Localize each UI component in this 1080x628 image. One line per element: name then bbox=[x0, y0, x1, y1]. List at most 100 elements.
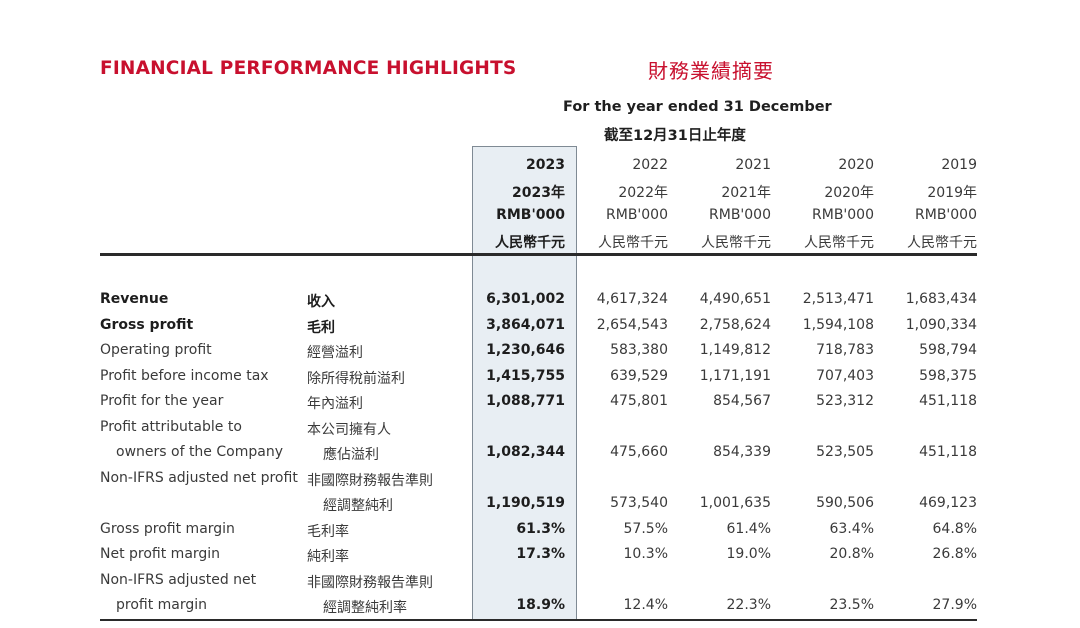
table-cell-2019: 451,118 bbox=[919, 444, 977, 460]
row-label-en: Revenue bbox=[100, 291, 169, 307]
row-label-zh: 非國際財務報告準則 bbox=[307, 473, 433, 489]
table-cell-2022: 57.5% bbox=[623, 521, 668, 537]
table-cell-2019: 1,683,434 bbox=[905, 291, 977, 307]
table-cell-2020: 523,505 bbox=[816, 444, 874, 460]
row-label-en-cont: profit margin bbox=[116, 597, 208, 613]
column-header-year-zh: 2019年 bbox=[927, 185, 977, 201]
column-header-year-zh: 2020年 bbox=[824, 185, 874, 201]
column-header-unit: RMB'000 bbox=[709, 207, 771, 223]
table-cell-2023: 1,190,519 bbox=[486, 495, 565, 511]
table-cell-2019: 1,090,334 bbox=[905, 317, 977, 333]
table-cell-2021: 854,339 bbox=[713, 444, 771, 460]
table-cell-2020: 523,312 bbox=[816, 393, 874, 409]
table-cell-2020: 718,783 bbox=[816, 342, 874, 358]
table-cell-2023: 3,864,071 bbox=[486, 317, 565, 333]
table-cell-2023: 17.3% bbox=[516, 546, 565, 562]
table-cell-2019: 598,375 bbox=[919, 368, 977, 384]
table-cell-2022: 475,801 bbox=[610, 393, 668, 409]
highlight-column-2023 bbox=[472, 146, 577, 621]
table-cell-2023: 1,088,771 bbox=[486, 393, 565, 409]
row-label-zh-cont: 經調整純利率 bbox=[323, 600, 407, 616]
table-cell-2022: 12.4% bbox=[623, 597, 668, 613]
table-cell-2021: 4,490,651 bbox=[699, 291, 771, 307]
row-label-en: Net profit margin bbox=[100, 546, 221, 562]
row-label-zh-cont: 經調整純利 bbox=[323, 498, 393, 514]
column-header-year: 2020 bbox=[838, 157, 874, 173]
column-header-year: 2022 bbox=[632, 157, 668, 173]
row-label-en-cont: owners of the Company bbox=[116, 444, 283, 460]
row-label-zh: 年內溢利 bbox=[307, 396, 363, 412]
column-header-unit: RMB'000 bbox=[496, 207, 565, 223]
page-title-zh: 財務業績摘要 bbox=[648, 59, 774, 83]
page-title-en: FINANCIAL PERFORMANCE HIGHLIGHTS bbox=[100, 58, 517, 79]
column-header-year: 2023 bbox=[526, 157, 565, 173]
column-header-unit: RMB'000 bbox=[915, 207, 977, 223]
table-cell-2023: 1,415,755 bbox=[486, 368, 565, 384]
period-label-en: For the year ended 31 December bbox=[563, 99, 832, 115]
row-label-en: Operating profit bbox=[100, 342, 212, 358]
table-cell-2021: 2,758,624 bbox=[699, 317, 771, 333]
row-label-en: Gross profit bbox=[100, 317, 194, 333]
table-cell-2019: 26.8% bbox=[932, 546, 977, 562]
table-cell-2020: 23.5% bbox=[829, 597, 874, 613]
row-label-en: Profit attributable to bbox=[100, 419, 242, 435]
row-label-en: Non-IFRS adjusted net profit bbox=[100, 470, 298, 486]
table-cell-2019: 598,794 bbox=[919, 342, 977, 358]
row-label-zh: 非國際財務報告準則 bbox=[307, 575, 433, 591]
table-cell-2021: 1,171,191 bbox=[699, 368, 771, 384]
table-cell-2021: 22.3% bbox=[726, 597, 771, 613]
column-header-year: 2019 bbox=[941, 157, 977, 173]
row-label-zh: 純利率 bbox=[307, 549, 349, 565]
row-label-zh: 本公司擁有人 bbox=[307, 422, 391, 438]
column-header-unit-zh: 人民幣千元 bbox=[701, 235, 771, 251]
table-cell-2020: 20.8% bbox=[829, 546, 874, 562]
column-header-unit: RMB'000 bbox=[606, 207, 668, 223]
column-header-year-zh: 2022年 bbox=[618, 185, 668, 201]
row-label-en: Profit for the year bbox=[100, 393, 224, 409]
table-cell-2023: 61.3% bbox=[516, 521, 565, 537]
column-header-unit-zh: 人民幣千元 bbox=[495, 235, 565, 251]
table-cell-2023: 1,230,646 bbox=[486, 342, 565, 358]
table-cell-2020: 707,403 bbox=[816, 368, 874, 384]
table-cell-2022: 4,617,324 bbox=[596, 291, 668, 307]
table-cell-2019: 27.9% bbox=[932, 597, 977, 613]
row-label-zh: 收入 bbox=[307, 294, 335, 310]
footer-rule bbox=[100, 619, 977, 621]
row-label-zh: 毛利 bbox=[307, 320, 335, 336]
table-cell-2023: 6,301,002 bbox=[486, 291, 565, 307]
table-cell-2019: 451,118 bbox=[919, 393, 977, 409]
table-cell-2021: 1,001,635 bbox=[699, 495, 771, 511]
table-cell-2022: 10.3% bbox=[623, 546, 668, 562]
row-label-en: Profit before income tax bbox=[100, 368, 269, 384]
table-cell-2022: 475,660 bbox=[610, 444, 668, 460]
table-cell-2022: 583,380 bbox=[610, 342, 668, 358]
table-cell-2020: 1,594,108 bbox=[802, 317, 874, 333]
table-cell-2023: 18.9% bbox=[516, 597, 565, 613]
table-cell-2023: 1,082,344 bbox=[486, 444, 565, 460]
table-cell-2020: 2,513,471 bbox=[802, 291, 874, 307]
table-cell-2021: 61.4% bbox=[726, 521, 771, 537]
table-cell-2021: 854,567 bbox=[713, 393, 771, 409]
table-cell-2019: 469,123 bbox=[919, 495, 977, 511]
table-cell-2021: 19.0% bbox=[726, 546, 771, 562]
row-label-zh: 經營溢利 bbox=[307, 345, 363, 361]
table-cell-2022: 639,529 bbox=[610, 368, 668, 384]
column-header-unit-zh: 人民幣千元 bbox=[804, 235, 874, 251]
period-label-zh: 截至12月31日止年度 bbox=[604, 128, 746, 144]
table-cell-2019: 64.8% bbox=[932, 521, 977, 537]
column-header-unit-zh: 人民幣千元 bbox=[598, 235, 668, 251]
column-header-unit: RMB'000 bbox=[812, 207, 874, 223]
table-cell-2020: 63.4% bbox=[829, 521, 874, 537]
table-cell-2022: 573,540 bbox=[610, 495, 668, 511]
row-label-en: Non-IFRS adjusted net bbox=[100, 572, 257, 588]
table-cell-2021: 1,149,812 bbox=[699, 342, 771, 358]
row-label-zh: 毛利率 bbox=[307, 524, 349, 540]
row-label-zh: 除所得稅前溢利 bbox=[307, 371, 405, 387]
row-label-zh-cont: 應佔溢利 bbox=[323, 447, 379, 463]
table-cell-2022: 2,654,543 bbox=[596, 317, 668, 333]
column-header-year-zh: 2021年 bbox=[721, 185, 771, 201]
column-header-year-zh: 2023年 bbox=[512, 185, 565, 201]
column-header-year: 2021 bbox=[735, 157, 771, 173]
column-header-unit-zh: 人民幣千元 bbox=[907, 235, 977, 251]
table-cell-2020: 590,506 bbox=[816, 495, 874, 511]
